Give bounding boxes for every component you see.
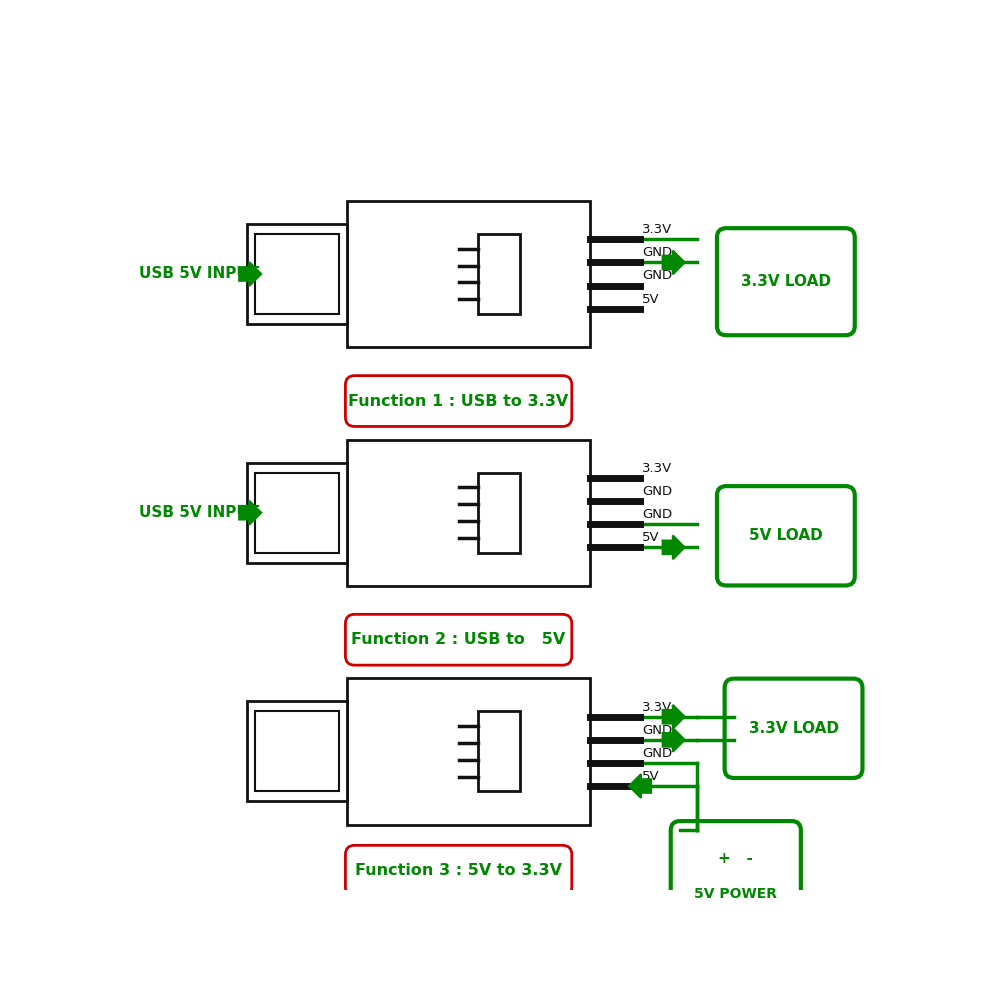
Text: 5V: 5V bbox=[642, 531, 659, 544]
Text: GND: GND bbox=[642, 246, 672, 259]
Text: Function 3 : 5V to 3.3V: Function 3 : 5V to 3.3V bbox=[355, 863, 562, 878]
Bar bbox=[478, 473, 520, 553]
Bar bbox=[247, 224, 347, 324]
Polygon shape bbox=[663, 705, 685, 729]
Text: 5V: 5V bbox=[642, 293, 659, 306]
Text: GND: GND bbox=[642, 508, 672, 521]
Polygon shape bbox=[663, 728, 685, 752]
Polygon shape bbox=[239, 501, 261, 525]
Polygon shape bbox=[663, 535, 685, 559]
Bar bbox=[255, 234, 339, 314]
Text: +   -: + - bbox=[718, 851, 753, 866]
Bar bbox=[478, 711, 520, 791]
Bar bbox=[347, 201, 590, 347]
Text: 3.3V: 3.3V bbox=[642, 462, 672, 475]
Bar bbox=[255, 711, 339, 791]
Polygon shape bbox=[663, 251, 685, 274]
Bar bbox=[255, 473, 339, 553]
FancyBboxPatch shape bbox=[717, 486, 855, 585]
Text: 5V: 5V bbox=[642, 770, 659, 783]
Text: GND: GND bbox=[642, 269, 672, 282]
Polygon shape bbox=[629, 774, 651, 798]
FancyBboxPatch shape bbox=[725, 679, 862, 778]
Text: 5V LOAD: 5V LOAD bbox=[749, 528, 823, 543]
FancyBboxPatch shape bbox=[345, 845, 572, 896]
Text: GND: GND bbox=[642, 724, 672, 737]
Text: GND: GND bbox=[642, 485, 672, 498]
Bar bbox=[478, 234, 520, 314]
Text: 5V POWER: 5V POWER bbox=[694, 887, 777, 901]
Text: 3.3V: 3.3V bbox=[642, 701, 672, 714]
FancyBboxPatch shape bbox=[345, 376, 572, 426]
Text: GND: GND bbox=[642, 747, 672, 760]
Text: Function 1 : USB to 3.3V: Function 1 : USB to 3.3V bbox=[348, 394, 569, 409]
Text: Function 2 : USB to   5V: Function 2 : USB to 5V bbox=[351, 632, 566, 647]
Bar bbox=[247, 463, 347, 563]
Text: 3.3V LOAD: 3.3V LOAD bbox=[741, 274, 831, 289]
Text: 3.3V LOAD: 3.3V LOAD bbox=[749, 721, 839, 736]
Text: 3.3V: 3.3V bbox=[642, 223, 672, 236]
Bar bbox=[247, 701, 347, 801]
Bar bbox=[347, 678, 590, 825]
Text: USB 5V INPUT: USB 5V INPUT bbox=[139, 266, 259, 282]
Text: USB 5V INPUT: USB 5V INPUT bbox=[139, 505, 259, 520]
FancyBboxPatch shape bbox=[717, 228, 855, 335]
FancyBboxPatch shape bbox=[345, 614, 572, 665]
Bar bbox=[347, 440, 590, 586]
Polygon shape bbox=[239, 262, 261, 286]
FancyBboxPatch shape bbox=[671, 821, 801, 928]
